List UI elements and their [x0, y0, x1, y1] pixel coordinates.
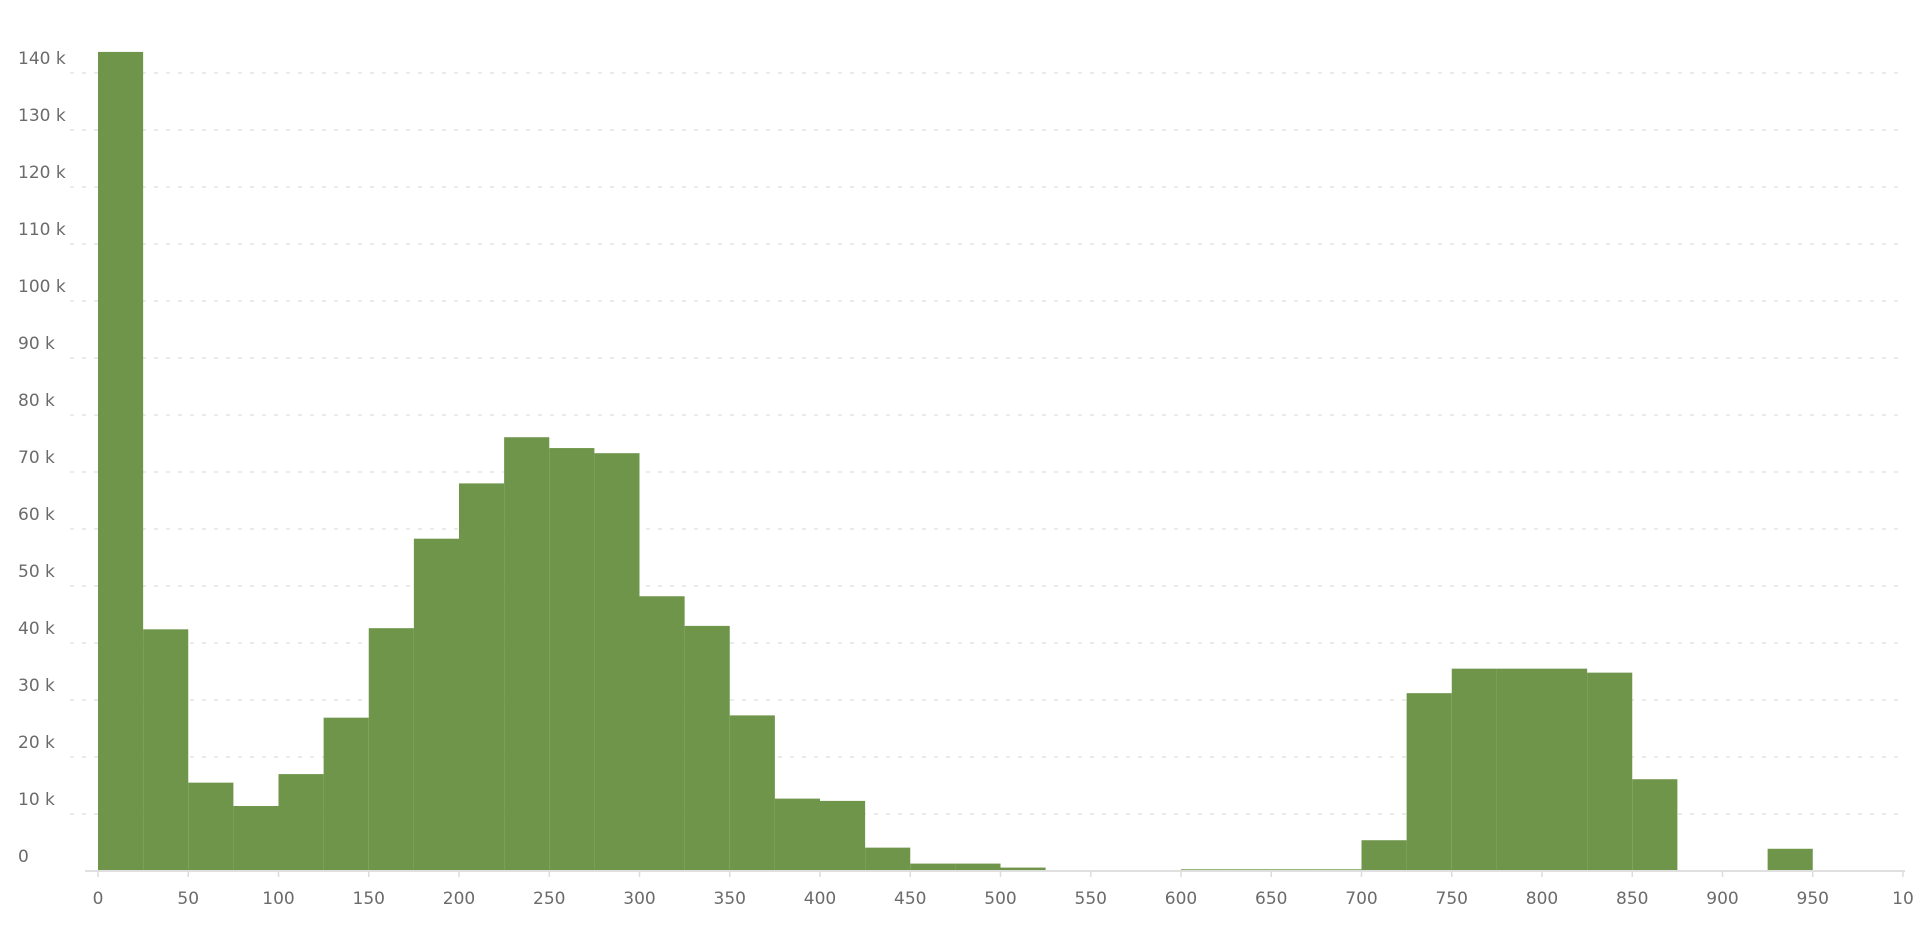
- histogram-bar: [639, 596, 685, 871]
- x-tick-label: 50: [177, 889, 199, 909]
- x-tick-label: 900: [1706, 889, 1738, 909]
- histogram-bar: [1406, 693, 1452, 871]
- histogram-bar: [368, 628, 414, 871]
- x-tick-label: 550: [1075, 889, 1107, 909]
- x-tick-label: 250: [533, 889, 565, 909]
- histogram-bar: [1496, 668, 1542, 871]
- y-tick-label: 80 k: [18, 391, 55, 411]
- y-tick-label: 70 k: [18, 448, 55, 468]
- x-tick-label: 700: [1345, 889, 1377, 909]
- histogram-bar: [910, 863, 956, 871]
- histogram-bar: [459, 483, 505, 871]
- histogram-bar: [1767, 848, 1813, 871]
- y-tick-label: 30 k: [18, 676, 55, 696]
- bars: [98, 51, 1813, 872]
- x-tick-label: 150: [353, 889, 385, 909]
- x-tick-label: 0: [93, 889, 104, 909]
- y-tick-label: 110 k: [18, 220, 66, 240]
- histogram-bar: [413, 538, 459, 871]
- histogram-bar: [278, 774, 324, 871]
- x-tick-label: 400: [804, 889, 836, 909]
- histogram-bar: [774, 798, 820, 871]
- y-tick-label: 40 k: [18, 619, 55, 639]
- x-tick-label: 200: [443, 889, 475, 909]
- x-tick-label: 600: [1165, 889, 1197, 909]
- y-tick-label: 130 k: [18, 106, 66, 126]
- x-axis-ticks: 0 50 100 150 200 250 300 350 400 450 500 550 600 650 7…: [93, 871, 1914, 909]
- y-axis-ticks: 0 10 k 20 k 30 k 40 k 50 k 60 k 70 k 80 k 90 k 100…: [18, 49, 66, 867]
- y-tick-label: 90 k: [18, 334, 55, 354]
- y-tick-label: 50 k: [18, 562, 55, 582]
- x-tick-label: 800: [1526, 889, 1558, 909]
- histogram-bar: [1542, 668, 1588, 871]
- histogram-bar: [1451, 668, 1497, 871]
- y-tick-label: 140 k: [18, 49, 66, 69]
- x-tick-label: 350: [714, 889, 746, 909]
- x-tick-label: 500: [984, 889, 1016, 909]
- y-tick-label: 10 k: [18, 790, 55, 810]
- y-tick-label: 120 k: [18, 163, 66, 183]
- histogram-bar: [143, 629, 189, 871]
- histogram-bar: [955, 863, 1001, 871]
- histogram-bar: [820, 800, 866, 871]
- x-tick-label: 300: [623, 889, 655, 909]
- histogram-bar: [549, 448, 595, 871]
- histogram-bar: [504, 437, 550, 871]
- x-tick-label: 750: [1436, 889, 1468, 909]
- histogram-bar: [323, 717, 369, 871]
- histogram-bar: [1587, 672, 1633, 871]
- histogram-bar: [98, 51, 144, 872]
- y-tick-label: 100 k: [18, 277, 66, 297]
- x-tick-label: 650: [1255, 889, 1287, 909]
- x-tick-label: 450: [894, 889, 926, 909]
- histogram-bar: [684, 625, 730, 871]
- x-tick-label: 100: [262, 889, 294, 909]
- histogram-bar: [188, 782, 234, 871]
- histogram-bar: [1000, 867, 1046, 871]
- histogram-bar: [594, 453, 640, 871]
- histogram-bar: [865, 847, 911, 871]
- histogram-bar: [729, 715, 775, 871]
- histogram-bar: [1632, 779, 1678, 871]
- histogram-bar: [1361, 840, 1407, 871]
- x-tick-label: 10: [1892, 889, 1914, 909]
- y-tick-label: 0: [18, 847, 29, 867]
- y-tick-label: 60 k: [18, 505, 55, 525]
- x-tick-label: 850: [1616, 889, 1648, 909]
- y-tick-label: 20 k: [18, 733, 55, 753]
- histogram-bar: [233, 806, 279, 871]
- x-tick-label: 950: [1797, 889, 1829, 909]
